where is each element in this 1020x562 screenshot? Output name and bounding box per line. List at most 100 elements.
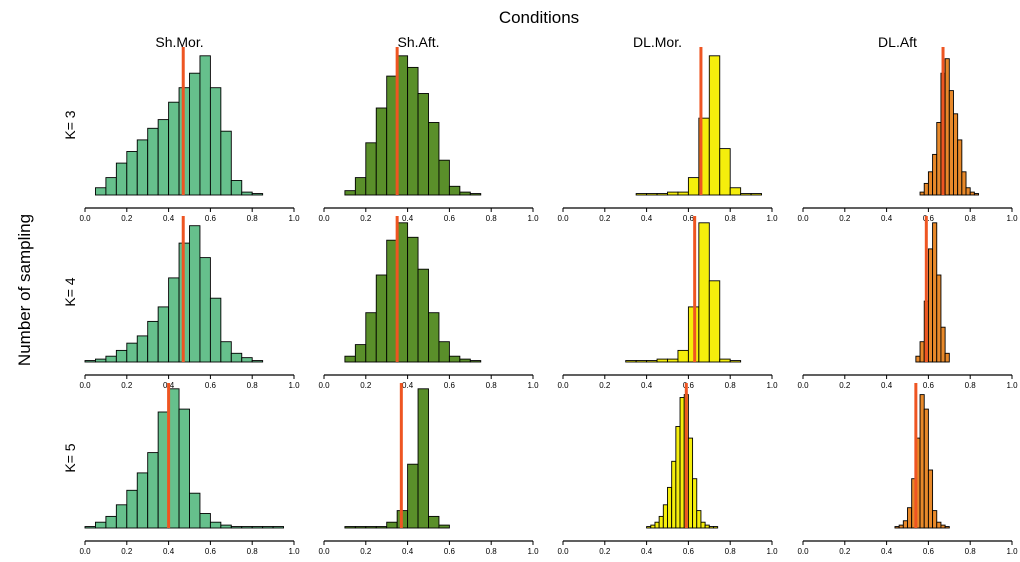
x-tick-label: 0.2 [121, 381, 133, 390]
histogram-bar [407, 463, 419, 529]
histogram-bar [126, 342, 138, 363]
x-tick-label: 0.6 [205, 381, 217, 390]
histogram-bar [105, 515, 117, 529]
histogram-bar [687, 177, 700, 196]
x-tick-label: 1.0 [288, 547, 300, 556]
histogram-bar [396, 55, 409, 196]
x-tick-label: 0.6 [923, 214, 935, 223]
histogram-bar [147, 127, 159, 196]
histogram-bar [667, 191, 679, 196]
histogram-bar [126, 151, 138, 196]
histogram-bar [700, 521, 706, 529]
histogram-bar [230, 180, 243, 196]
histogram-bar [199, 513, 211, 529]
histogram-bar [209, 297, 222, 363]
histogram-bar [209, 521, 222, 529]
histogram-bar [932, 153, 938, 196]
x-tick-label: 0.6 [205, 214, 217, 223]
x-tick-label: 0.8 [965, 214, 977, 223]
histogram-bar [625, 360, 637, 363]
histogram-panel: 0.0 0.2 0.4 0.6 0.8 1.0 [557, 47, 778, 223]
histogram-bar [168, 388, 180, 529]
histogram-bar [708, 55, 721, 196]
histogram-panel: 0.0 0.2 0.4 0.6 0.8 1.0 [797, 47, 1018, 223]
histogram-bar [84, 526, 96, 529]
histogram-bar [375, 526, 388, 529]
x-tick-label: 0.4 [641, 547, 653, 556]
x-tick-label: 0.6 [444, 547, 456, 556]
x-tick-label: 0.2 [360, 381, 372, 390]
histogram-bar [923, 408, 929, 529]
histogram-bar [919, 191, 925, 196]
histogram-bar [662, 504, 668, 529]
histogram-bar [944, 58, 950, 196]
histogram-bar [115, 349, 128, 363]
x-tick-label: 0.8 [486, 547, 498, 556]
histogram-bar [251, 360, 264, 363]
histogram-bar [375, 107, 388, 196]
x-tick-label: 0.4 [641, 381, 653, 390]
x-tick-label: 0.6 [444, 214, 456, 223]
histogram-bar [713, 526, 719, 529]
histogram-bar [671, 460, 677, 529]
histogram-bar [675, 426, 681, 529]
x-tick-label: 0.4 [641, 214, 653, 223]
x-tick-label: 1.0 [527, 547, 539, 556]
histogram-bar [729, 360, 742, 363]
histogram-bar [656, 358, 668, 363]
histogram-panel: 0.0 0.2 0.4 0.6 0.8 1.0 [79, 383, 300, 556]
histogram-bar [658, 515, 664, 529]
x-tick-label: 0.8 [725, 381, 737, 390]
histogram-bar [209, 87, 222, 196]
histogram-bar [136, 139, 149, 196]
x-tick-label: 0.8 [965, 381, 977, 390]
histogram-bar [940, 326, 946, 363]
histogram-panel: 0.0 0.2 0.4 0.6 0.8 1.0 [318, 383, 539, 556]
panels: 0.0 0.2 0.4 0.6 0.8 1.0 0.0 0.2 0.4 0.6 0.8 1.0 0.0 0… [79, 47, 1018, 556]
histogram-bar [417, 93, 429, 196]
histogram-bar [147, 452, 159, 529]
x-tick-label: 1.0 [288, 214, 300, 223]
x-tick-label: 0.6 [923, 547, 935, 556]
histogram-bar [677, 349, 689, 363]
histogram-bar [230, 526, 243, 529]
histogram-bar [94, 358, 107, 363]
x-tick-label: 0.8 [247, 381, 259, 390]
histogram-bar [677, 191, 689, 196]
histogram-bar [126, 489, 138, 529]
histogram-bar [147, 320, 159, 363]
histogram-bar [251, 526, 264, 529]
histogram-bar [448, 355, 461, 363]
histogram-bar [230, 352, 243, 363]
histogram-bar [157, 119, 170, 196]
x-tick-label: 0.0 [79, 381, 91, 390]
histogram-bar [220, 524, 232, 529]
histogram-bar [969, 191, 975, 196]
histogram-bar [189, 492, 201, 529]
histogram-bar [932, 510, 938, 529]
histogram-bar [679, 397, 685, 529]
histogram-bar [729, 187, 742, 196]
histogram-bar [927, 171, 934, 196]
x-tick-label: 0.2 [599, 381, 611, 390]
column-title: Sh.Mor. [155, 34, 203, 50]
histogram-panel: 0.0 0.2 0.4 0.6 0.8 1.0 [79, 216, 300, 390]
row-label: K= 5 [62, 443, 78, 472]
histogram-bar [646, 193, 658, 196]
column-title: DL.Mor. [633, 34, 682, 50]
histogram-bar [386, 75, 398, 196]
histogram-bar [919, 394, 925, 529]
histogram-bar [438, 524, 450, 529]
histogram-bar [365, 312, 377, 363]
histogram-bar [189, 72, 201, 196]
histogram-panel: 0.0 0.2 0.4 0.6 0.8 1.0 [557, 383, 778, 556]
histogram-bar [469, 360, 482, 363]
x-tick-label: 1.0 [527, 381, 539, 390]
histogram-bar [948, 90, 954, 196]
histogram-bar [973, 193, 980, 196]
histogram-bar [965, 187, 971, 196]
histogram-bar [220, 130, 232, 196]
histogram-bar [915, 355, 921, 363]
histogram-bar [635, 193, 648, 196]
x-tick-label: 1.0 [766, 381, 778, 390]
